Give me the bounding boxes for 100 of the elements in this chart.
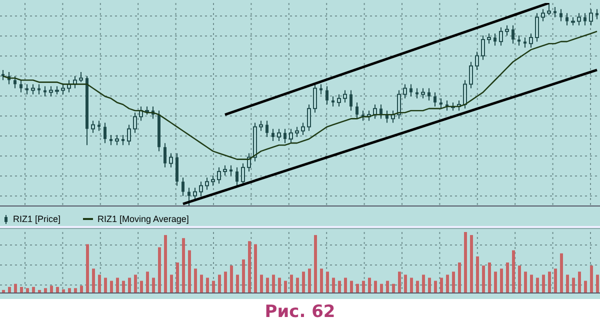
bar [242, 259, 245, 293]
bar [74, 288, 77, 293]
bar [266, 278, 269, 293]
bar [140, 280, 143, 293]
bar [428, 278, 431, 293]
candlestick [475, 51, 479, 70]
bar [302, 272, 305, 293]
candlestick [524, 37, 526, 48]
candlestick [122, 134, 124, 146]
bar [338, 280, 341, 293]
candlestick [241, 162, 245, 186]
candlestick [350, 90, 352, 112]
bar [380, 284, 383, 293]
candlestick [421, 88, 425, 99]
candlestick [79, 72, 83, 83]
legend-label: RIZ1 [Moving Average] [96, 214, 189, 224]
candlestick [487, 32, 491, 44]
candlestick [469, 61, 473, 89]
bar [122, 280, 125, 293]
bar [458, 262, 461, 293]
bar [368, 278, 371, 293]
candlestick [505, 24, 509, 36]
bar [560, 253, 563, 293]
bar [350, 280, 353, 293]
candlestick [98, 120, 100, 132]
candlestick [403, 84, 407, 99]
bar [14, 284, 17, 293]
bar [248, 241, 251, 293]
candlestick [236, 166, 238, 186]
bar [476, 256, 479, 293]
bar [578, 272, 581, 293]
bar [188, 250, 191, 293]
bar [116, 278, 119, 293]
candlestick [554, 6, 556, 18]
candlestick [284, 128, 286, 144]
bar [494, 272, 497, 293]
candlestick [2, 69, 4, 81]
candlestick [259, 120, 263, 132]
candlestick [410, 84, 412, 97]
bar [68, 288, 71, 293]
candlestick [596, 8, 598, 20]
candlestick [211, 175, 215, 186]
bar [206, 278, 209, 293]
candlestick [223, 164, 227, 176]
bar [104, 278, 107, 293]
candlestick [560, 8, 562, 22]
candlestick [14, 76, 16, 89]
bar [98, 274, 101, 293]
text: Рис. 62 [264, 302, 336, 322]
candlestick [397, 90, 401, 120]
candlestick [182, 177, 184, 196]
bar [8, 286, 11, 293]
bar [212, 280, 215, 293]
bar [440, 278, 443, 293]
bar [518, 266, 521, 293]
bar [254, 244, 257, 293]
bar [134, 274, 137, 293]
candlestick [38, 84, 40, 95]
candlestick [416, 88, 418, 99]
legend-label: RIZ1 [Price] [12, 214, 61, 224]
bar [404, 274, 407, 293]
bar [422, 274, 425, 293]
candlestick [518, 34, 520, 46]
bar [470, 235, 473, 293]
candlestick [320, 84, 322, 95]
candlestick [61, 84, 65, 95]
bar [308, 268, 311, 293]
candlestick [541, 8, 545, 22]
bar [572, 278, 575, 293]
candlestick [512, 24, 514, 44]
bar [332, 278, 335, 293]
bar [548, 272, 551, 293]
bar [416, 280, 419, 293]
candlestick [373, 104, 377, 120]
bar [260, 274, 263, 293]
bar [290, 274, 293, 293]
candlestick [326, 86, 328, 105]
bar [50, 286, 53, 293]
candlestick [188, 187, 190, 206]
bar [446, 274, 449, 293]
candlestick [566, 12, 568, 26]
candlestick [547, 3, 551, 16]
bar [296, 278, 299, 293]
bar [164, 235, 167, 293]
bar [158, 247, 161, 293]
bar [20, 286, 23, 293]
bar [410, 278, 413, 293]
candlestick [44, 86, 46, 97]
bar [596, 274, 599, 293]
candlestick [301, 122, 305, 136]
bar [92, 268, 95, 293]
candlestick [31, 84, 35, 95]
candlestick [169, 152, 173, 168]
bar [542, 274, 545, 293]
bar [146, 272, 149, 293]
bar [224, 272, 227, 293]
candlestick [193, 187, 197, 200]
candlestick [295, 126, 299, 138]
bar [272, 274, 275, 293]
candlestick [499, 26, 503, 46]
